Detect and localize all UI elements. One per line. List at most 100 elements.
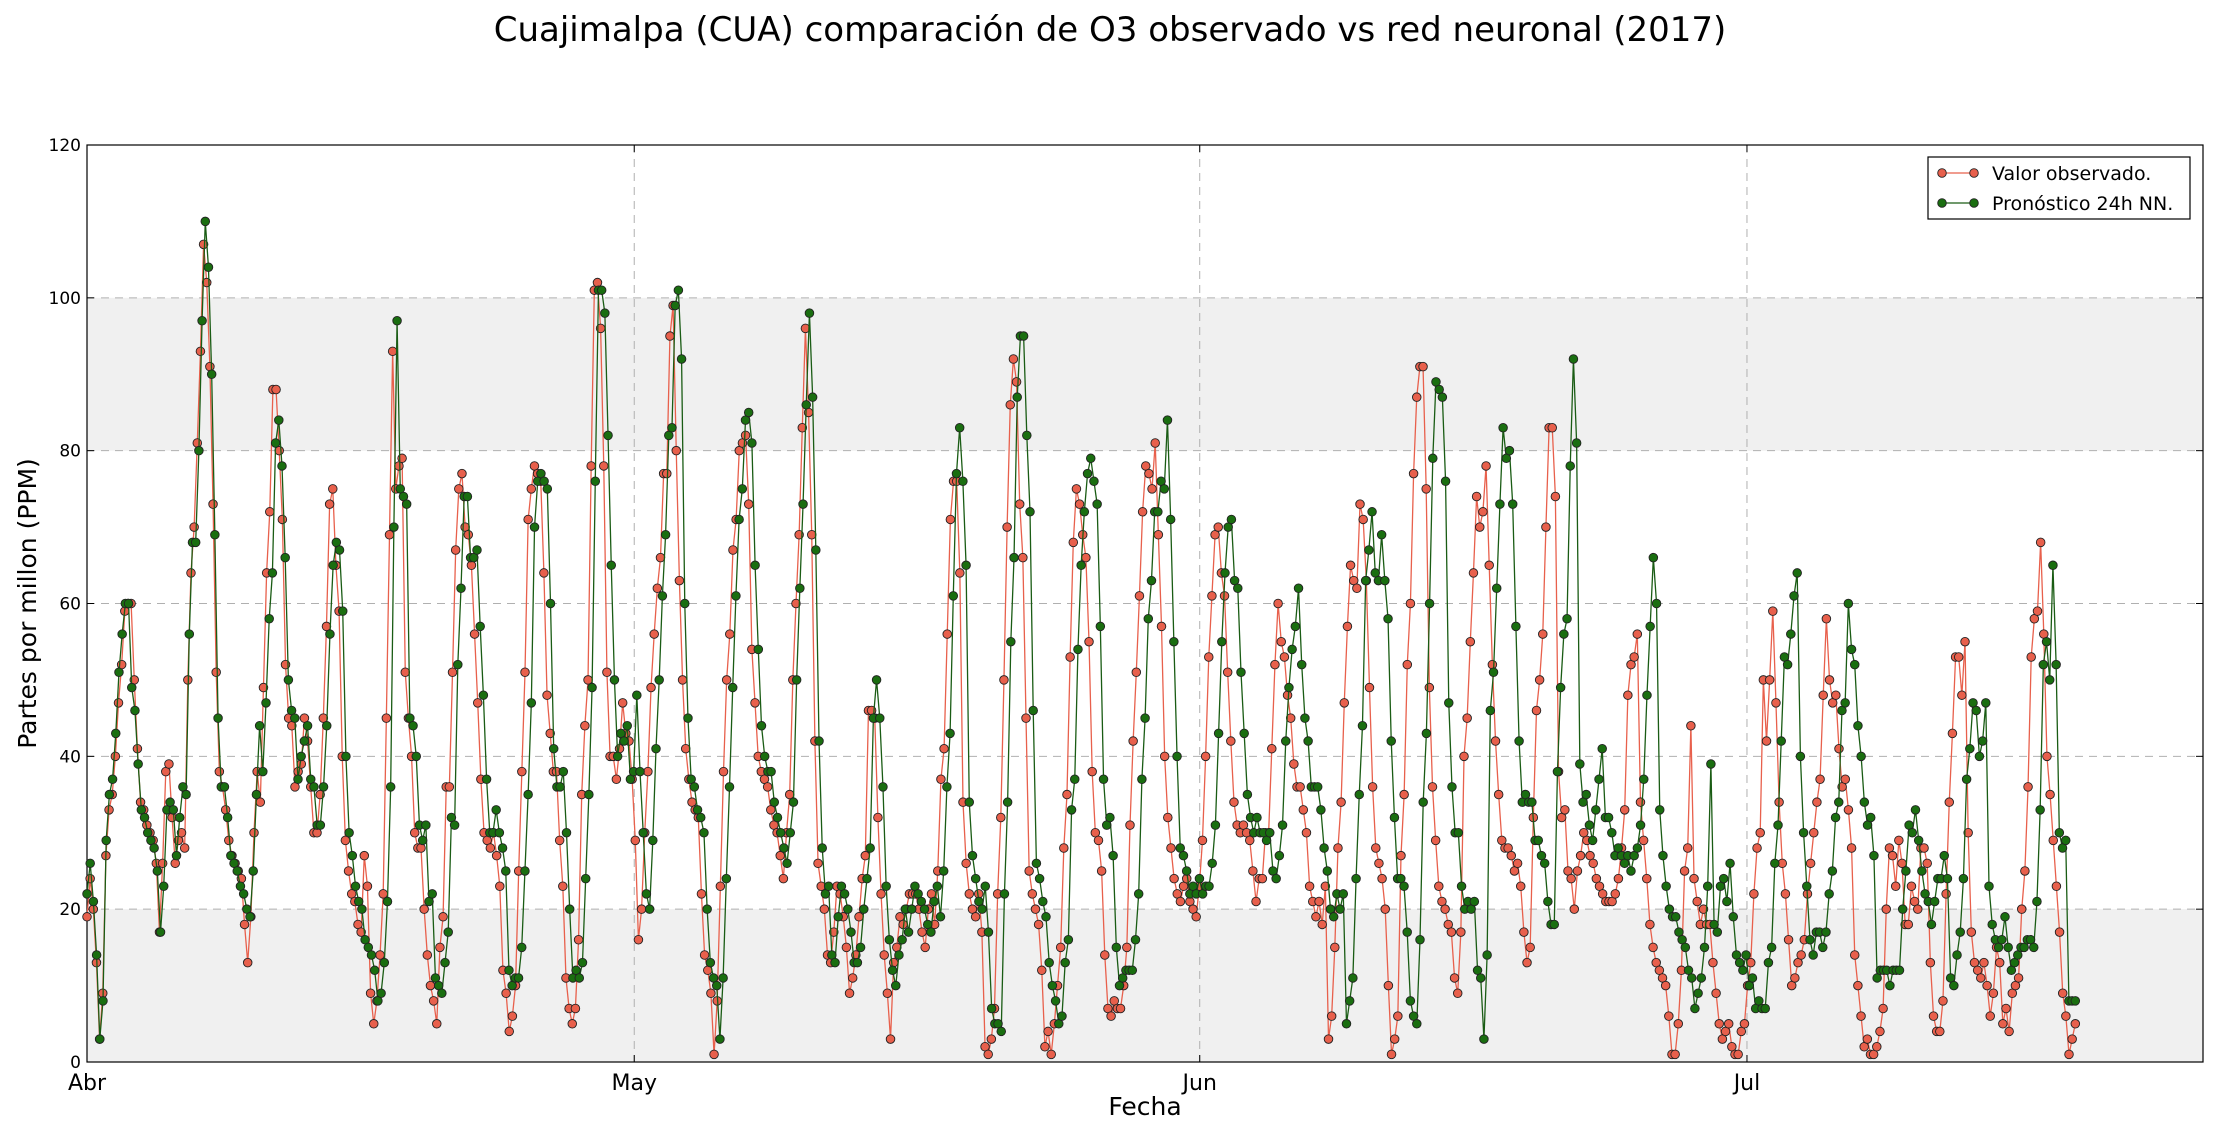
data-point xyxy=(1849,950,1860,960)
data-point xyxy=(290,713,300,723)
data-point xyxy=(2000,912,2010,922)
data-point xyxy=(791,675,802,685)
data-point xyxy=(641,889,652,899)
data-point xyxy=(1421,728,1432,739)
data-point xyxy=(1322,866,1333,876)
data-point xyxy=(520,667,530,678)
data-point xyxy=(1485,705,1496,716)
data-point xyxy=(1405,996,1416,1006)
data-point xyxy=(1335,904,1345,914)
data-point xyxy=(1926,919,1937,930)
series-layer xyxy=(82,216,2081,1060)
data-point xyxy=(526,484,537,494)
data-point xyxy=(1661,881,1671,891)
data-point xyxy=(1917,866,1927,876)
data-point xyxy=(2004,1026,2014,1037)
data-point xyxy=(747,438,757,448)
data-point xyxy=(1894,835,1904,846)
data-point xyxy=(1311,912,1321,922)
data-point xyxy=(1749,889,1759,899)
data-point xyxy=(630,835,641,846)
data-point xyxy=(643,766,653,777)
data-point xyxy=(1997,934,2007,945)
data-point xyxy=(376,988,386,998)
data-point xyxy=(1074,499,1085,509)
data-point xyxy=(382,896,393,907)
data-point xyxy=(366,950,377,960)
data-point xyxy=(1805,858,1816,869)
data-point xyxy=(378,889,388,899)
data-point xyxy=(1988,988,1999,998)
data-point xyxy=(1929,896,1940,907)
data-point xyxy=(1277,820,1288,830)
data-point xyxy=(1163,812,1173,823)
data-point xyxy=(1446,927,1457,937)
data-point xyxy=(919,904,930,914)
data-point xyxy=(1885,980,1895,991)
data-point xyxy=(1479,1034,1489,1044)
data-point xyxy=(1984,881,1994,891)
data-point xyxy=(646,682,656,693)
data-point xyxy=(1702,881,1713,891)
data-point xyxy=(1159,484,1170,494)
data-point xyxy=(1200,751,1211,762)
data-point xyxy=(839,889,850,899)
data-point xyxy=(1367,507,1377,517)
data-point xyxy=(1925,957,1936,968)
data-point xyxy=(542,690,552,700)
data-point xyxy=(1728,912,1739,922)
data-point xyxy=(587,682,597,693)
data-point xyxy=(1941,889,1951,899)
data-point xyxy=(1096,866,1107,876)
data-point xyxy=(1153,529,1164,540)
data-point xyxy=(258,682,269,693)
y-tick-label: 60 xyxy=(59,595,81,615)
data-point xyxy=(564,904,575,914)
data-point xyxy=(1686,973,1697,983)
data-point xyxy=(2045,789,2055,800)
data-point xyxy=(2064,1049,2074,1060)
data-point xyxy=(1014,499,1025,509)
data-point xyxy=(1607,828,1617,838)
data-point xyxy=(501,866,511,876)
data-point xyxy=(1276,636,1286,647)
data-point xyxy=(1031,858,1042,869)
data-point xyxy=(170,858,180,869)
data-point xyxy=(1328,912,1339,922)
data-point xyxy=(983,1049,993,1060)
data-point xyxy=(1490,736,1501,746)
data-point xyxy=(417,835,428,846)
data-point xyxy=(1511,621,1521,632)
data-point xyxy=(491,805,501,815)
data-point xyxy=(1635,797,1646,807)
data-point xyxy=(1181,866,1192,876)
data-point xyxy=(325,629,335,639)
data-point xyxy=(1815,774,1825,785)
data-point xyxy=(1062,789,1072,800)
data-point xyxy=(469,629,480,639)
data-point xyxy=(1760,1003,1770,1014)
data-point xyxy=(586,461,596,471)
data-point xyxy=(1507,499,1518,509)
data-point xyxy=(211,667,221,678)
data-point xyxy=(210,529,220,540)
data-point xyxy=(961,560,971,571)
data-point xyxy=(1301,828,1312,838)
data-point xyxy=(1447,782,1457,792)
data-point xyxy=(1739,1019,1750,1029)
data-point xyxy=(1506,850,1517,861)
data-point xyxy=(1796,950,1806,960)
x-tick-label: Jun xyxy=(1181,1071,1217,1096)
data-point xyxy=(804,308,815,318)
data-point xyxy=(612,751,623,762)
data-point xyxy=(1043,1026,1053,1037)
data-point xyxy=(875,713,885,723)
data-point xyxy=(775,850,785,861)
data-point xyxy=(324,499,335,509)
data-point xyxy=(1037,965,1047,976)
data-point xyxy=(2038,659,2049,670)
data-point xyxy=(192,438,203,448)
data-point xyxy=(1809,828,1819,838)
data-point xyxy=(1495,499,1505,509)
data-point xyxy=(478,690,489,700)
